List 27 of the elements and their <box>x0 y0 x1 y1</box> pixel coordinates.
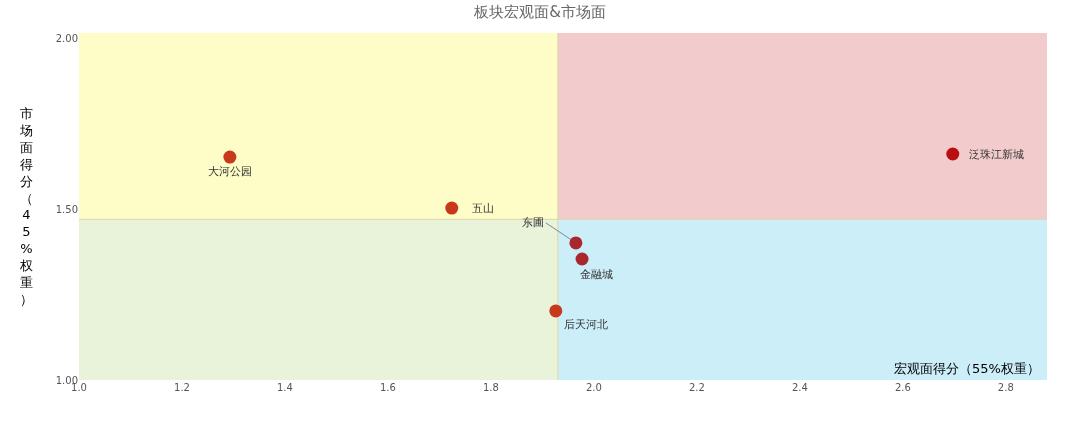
point <box>223 150 237 164</box>
point <box>445 201 459 215</box>
chart-title: 板块宏观面&市场面 <box>473 2 606 21</box>
x-tick-label: 1.6 <box>379 382 396 393</box>
x-axis-title: 宏观面得分（55%权重） <box>894 361 1040 376</box>
point <box>549 304 563 318</box>
point <box>569 236 583 250</box>
annotation: 大河公园 <box>208 165 252 178</box>
x-tick-label: 2.4 <box>791 382 808 393</box>
annotation: 后天河北 <box>564 318 608 331</box>
x-tick-label: 2.8 <box>997 382 1014 393</box>
point <box>575 252 589 266</box>
x-tick-label: 1.0 <box>71 382 87 393</box>
annotation: 泛珠江新城 <box>969 148 1024 161</box>
x-tick-label: 1.4 <box>277 382 293 393</box>
y-tick-label: 2.00 <box>55 32 78 44</box>
text: 市场面得分（45%权重） <box>20 106 33 307</box>
annotation: 金融城 <box>580 268 613 281</box>
point <box>946 147 960 161</box>
x-tick-label: 1.8 <box>482 382 499 393</box>
annotation: 五山 <box>472 202 494 215</box>
x-tick-label: 2.6 <box>894 382 911 393</box>
x-tick-label: 2.0 <box>585 382 602 393</box>
x-tick-label: 1.2 <box>174 382 190 393</box>
y-tick-label: 1.50 <box>55 203 78 215</box>
annotation: 东圃 <box>522 216 544 229</box>
x-tick-label: 2.2 <box>688 382 705 393</box>
